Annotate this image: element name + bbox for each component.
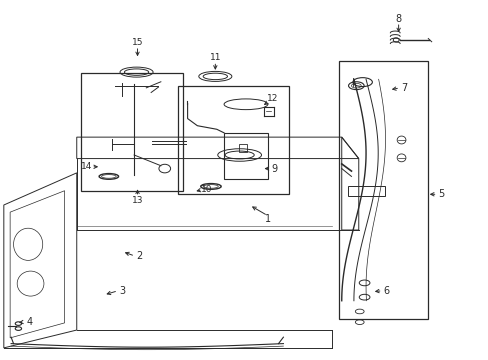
Text: 3: 3 [119, 286, 125, 296]
Text: 14: 14 [81, 162, 92, 171]
Text: 12: 12 [266, 94, 278, 103]
Bar [81, 73, 183, 191]
Text: 13: 13 [131, 196, 143, 205]
Text: 15: 15 [131, 38, 143, 47]
Text: 10: 10 [201, 185, 212, 194]
Bar [238, 144, 247, 153]
Bar [224, 133, 267, 179]
Text: 6: 6 [383, 286, 389, 296]
Text: 2: 2 [136, 251, 142, 261]
Bar [339, 62, 427, 319]
Text: 4: 4 [26, 317, 33, 327]
Text: 1: 1 [264, 213, 270, 224]
Text: 7: 7 [400, 83, 407, 93]
Text: 11: 11 [209, 53, 221, 62]
Text: 5: 5 [437, 189, 444, 199]
Text: 9: 9 [271, 163, 277, 174]
Bar [347, 186, 384, 197]
Bar [178, 86, 288, 194]
Text: 8: 8 [395, 14, 401, 23]
